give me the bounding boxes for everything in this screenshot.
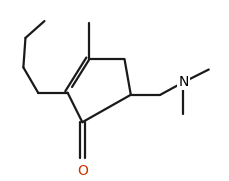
Text: O: O <box>76 164 87 178</box>
Text: N: N <box>177 75 188 89</box>
